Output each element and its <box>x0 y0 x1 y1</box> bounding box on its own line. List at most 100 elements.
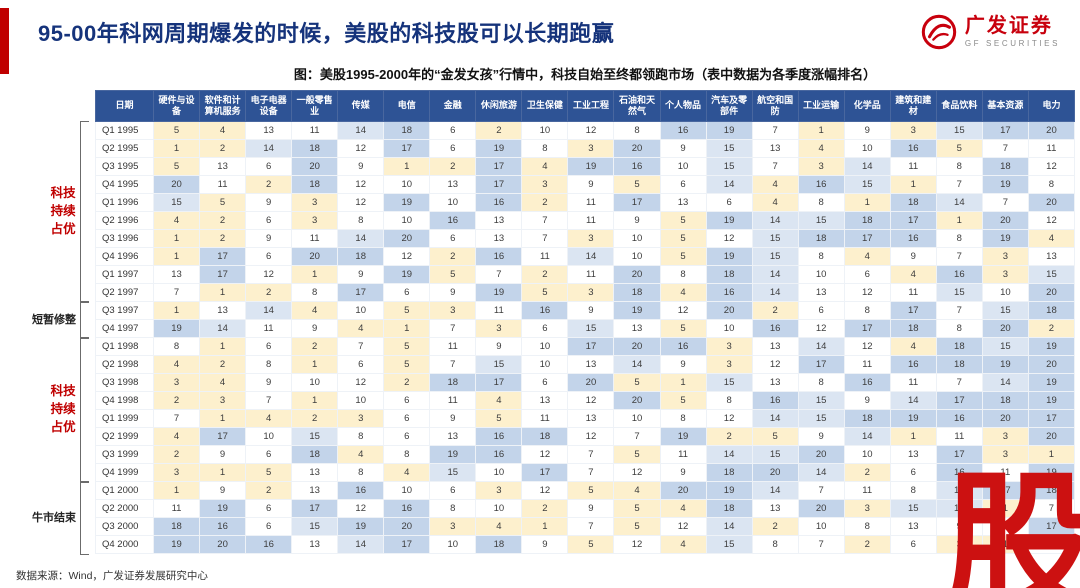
row-date: Q2 1997 <box>95 283 154 302</box>
rank-cell: 15 <box>152 193 201 212</box>
rank-cell: 9 <box>337 265 385 284</box>
rank-cell: 17 <box>291 499 339 518</box>
table-row: Q4 1997 19 14 11 9 4 1 7 3 6 15 13 5 10 16 12 17 18 8 20 2 <box>95 319 1076 338</box>
rank-cell: 13 <box>475 229 523 248</box>
rank-cell: 17 <box>475 373 523 392</box>
rank-cell: 15 <box>705 139 753 158</box>
rank-cell: 5 <box>659 391 707 410</box>
rank-cell: 5 <box>199 193 247 212</box>
rank-cell: 11 <box>843 355 891 374</box>
rank-cell: 13 <box>475 211 523 230</box>
rank-cell: 18 <box>797 229 845 248</box>
column-header: 食品饮料 <box>935 90 983 122</box>
row-date: Q1 2000 <box>95 481 154 500</box>
rank-cell: 20 <box>705 301 753 320</box>
rank-cell: 15 <box>935 121 983 140</box>
rank-cell: 3 <box>291 211 339 230</box>
rank-cell: 2 <box>521 193 569 212</box>
rank-cell: 6 <box>245 211 293 230</box>
rank-cell: 18 <box>935 355 983 374</box>
table-row: Q2 2000 11 19 6 17 12 16 8 10 2 9 5 4 18 13 20 3 15 14 1 7 <box>95 499 1076 518</box>
rank-cell: 12 <box>843 283 891 302</box>
rank-cell: 10 <box>429 193 477 212</box>
rank-cell: 11 <box>475 301 523 320</box>
rank-cell: 17 <box>981 121 1029 140</box>
rank-cell: 8 <box>797 373 845 392</box>
rank-cell: 20 <box>1027 283 1076 302</box>
rank-cell: 8 <box>843 301 891 320</box>
rank-cell: 9 <box>199 481 247 500</box>
rank-cell: 4 <box>797 139 845 158</box>
rank-cell: 7 <box>152 283 201 302</box>
rank-cell: 3 <box>199 391 247 410</box>
table-row: Q1 1999 7 1 4 2 3 6 9 5 11 13 10 8 12 14 15 18 19 16 20 17 <box>95 409 1076 428</box>
rank-cell: 8 <box>337 463 385 482</box>
rank-cell: 9 <box>659 139 707 158</box>
table-row: Q3 1995 5 13 6 20 9 1 2 17 4 19 16 10 15 7 3 14 11 8 18 12 <box>95 157 1076 176</box>
rank-cell: 10 <box>383 175 431 194</box>
rank-cell: 7 <box>981 139 1029 158</box>
rank-cell: 16 <box>659 337 707 356</box>
rank-cell: 2 <box>751 517 799 536</box>
annotation-label: 科技持续占优 <box>50 185 76 237</box>
rank-cell: 8 <box>429 499 477 518</box>
rank-cell: 7 <box>797 535 845 554</box>
rank-cell: 4 <box>152 427 201 446</box>
column-header: 软件和计算机服务 <box>199 90 247 122</box>
rank-cell: 14 <box>705 175 753 194</box>
column-header: 石油和天然气 <box>613 90 661 122</box>
rank-cell: 18 <box>1027 481 1076 500</box>
gf-logo-cn: 广发证券 <box>964 15 1053 37</box>
rank-cell: 19 <box>337 517 385 536</box>
rank-cell: 18 <box>383 121 431 140</box>
rank-cell: 1 <box>521 517 569 536</box>
column-header: 汽车及零部件 <box>705 90 753 122</box>
rank-cell: 13 <box>291 463 339 482</box>
rank-cell: 20 <box>567 373 615 392</box>
rank-cell: 16 <box>935 463 983 482</box>
title-accent-bar <box>0 8 9 74</box>
rank-cell: 20 <box>383 517 431 536</box>
rank-cell: 13 <box>889 517 937 536</box>
rank-cell: 4 <box>521 157 569 176</box>
rank-cell: 9 <box>291 319 339 338</box>
rank-cell: 13 <box>567 355 615 374</box>
rank-cell: 10 <box>337 301 385 320</box>
rank-cell: 14 <box>199 319 247 338</box>
row-date: Q2 1995 <box>95 139 154 158</box>
rank-cell: 16 <box>475 247 523 266</box>
rank-cell: 14 <box>843 427 891 446</box>
rank-cell: 16 <box>889 355 937 374</box>
rank-cell: 3 <box>705 355 753 374</box>
rank-cell: 5 <box>475 409 523 428</box>
rank-cell: 2 <box>245 175 293 194</box>
table-row: Q2 1997 7 1 2 8 17 6 9 19 5 3 18 4 16 14 13 12 11 15 10 20 <box>95 283 1076 302</box>
rank-cell: 16 <box>797 175 845 194</box>
rank-cell: 14 <box>797 463 845 482</box>
rank-cell: 7 <box>475 265 523 284</box>
rank-cell: 1 <box>199 283 247 302</box>
rank-cell: 1 <box>797 121 845 140</box>
row-date: Q1 1997 <box>95 265 154 284</box>
rank-cell: 17 <box>1027 517 1076 536</box>
rank-cell: 12 <box>337 193 385 212</box>
rank-cell: 7 <box>935 301 983 320</box>
rank-cell: 18 <box>889 319 937 338</box>
rank-cell: 13 <box>613 319 661 338</box>
rank-cell: 7 <box>429 319 477 338</box>
rank-cell: 4 <box>199 121 247 140</box>
rank-cell: 7 <box>935 373 983 392</box>
rank-cell: 14 <box>981 373 1029 392</box>
rank-cell: 11 <box>199 175 247 194</box>
rank-cell: 2 <box>291 409 339 428</box>
rank-cell: 18 <box>843 211 891 230</box>
rank-cell: 3 <box>152 373 201 392</box>
rank-cell: 19 <box>199 499 247 518</box>
row-date: Q1 1996 <box>95 193 154 212</box>
table-caption: 图：美股1995-2000年的“金发女孩”行情中，科技自始至终都领跑市场（表中数… <box>293 67 877 82</box>
rank-cell: 10 <box>797 517 845 536</box>
rank-cell: 9 <box>567 175 615 194</box>
rank-cell: 1 <box>935 211 983 230</box>
rank-cell: 9 <box>567 301 615 320</box>
